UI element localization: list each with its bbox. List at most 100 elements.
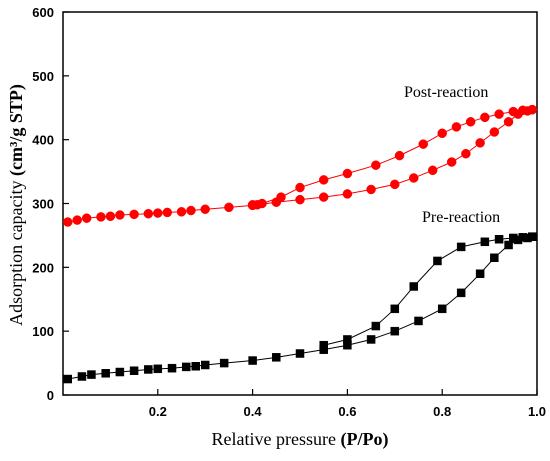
post-reaction-desorption-point — [527, 104, 538, 115]
pre-reaction-adsorption-point — [272, 353, 281, 362]
pre-reaction-desorption-point — [518, 233, 528, 242]
pre-reaction-adsorption-point — [437, 304, 447, 314]
post-reaction-adsorption-point — [366, 184, 376, 195]
pre-reaction-adsorption-point — [366, 335, 376, 344]
post-reaction-adsorption-point — [342, 189, 353, 199]
pre-reaction-desorption-point — [480, 237, 490, 247]
pre-reaction-adsorption-point — [144, 365, 153, 374]
post-reaction-adsorption-point — [409, 173, 419, 183]
post-reaction-adsorption-point — [390, 179, 400, 190]
pre-reaction-annotation: Pre-reaction — [422, 209, 500, 226]
x-axis-label: Relative pressure (P/Po) — [212, 429, 389, 450]
post-reaction-desorption-point — [480, 112, 490, 123]
post-reaction-adsorption-point — [105, 211, 116, 222]
pre-reaction-desorption-point — [343, 335, 352, 344]
x-tick-label: 0.4 — [244, 404, 263, 419]
pre-reaction-adsorption-point — [414, 316, 423, 326]
y-tick-label: 400 — [32, 133, 54, 148]
pre-reaction-adsorption-point — [167, 363, 177, 373]
pre-reaction-desorption-point — [456, 242, 466, 252]
post-reaction-adsorption-point — [318, 192, 329, 202]
x-axis: 0.2 0.4 0.6 0.8 1.0 — [149, 389, 546, 419]
post-reaction-adsorption-point — [115, 210, 125, 220]
pre-reaction-adsorption-point — [181, 362, 191, 372]
post-reaction-annotation: Post-reaction — [404, 84, 488, 101]
y-axis-label: Adsorption capacity (cm³/g STP) — [6, 84, 27, 326]
post-reaction-adsorption-point — [162, 207, 173, 218]
pre-reaction-desorption-point — [509, 233, 518, 243]
post-reaction-desorption-point — [342, 168, 353, 179]
post-reaction-adsorption-point — [81, 213, 92, 223]
post-reaction-adsorption-point — [475, 138, 485, 148]
pre-reaction-adsorption-point — [456, 288, 466, 298]
post-reaction-desorption-point — [451, 122, 462, 132]
x-tick-label: 0.8 — [433, 404, 451, 419]
post-reaction-desorption-line — [252, 109, 533, 206]
post-reaction-adsorption-point — [503, 117, 514, 127]
post-reaction-desorption-point — [437, 128, 447, 139]
post-reaction-adsorption-point — [489, 127, 500, 137]
post-reaction-desorption-point — [494, 109, 504, 119]
pre-reaction-desorption-point — [494, 234, 504, 244]
post-reaction-adsorption-point — [295, 194, 305, 205]
pre-reaction-desorption-point — [528, 232, 537, 241]
pre-reaction-adsorption-point — [200, 360, 210, 370]
pre-reaction-adsorption-point — [191, 362, 200, 371]
post-reaction-desorption-point — [508, 106, 519, 117]
post-reaction-adsorption-point — [143, 208, 154, 219]
pre-reaction-adsorption-point — [219, 358, 229, 368]
post-reaction-desorption-point — [276, 192, 286, 202]
post-reaction-desorption-point — [247, 200, 258, 210]
pre-reaction-adsorption-point — [248, 356, 257, 365]
x-tick-label: 1.0 — [528, 404, 546, 419]
post-reaction-adsorption-point — [153, 208, 163, 218]
y-tick-label: 300 — [32, 197, 54, 212]
pre-reaction-desorption-point — [319, 340, 328, 350]
post-reaction-adsorption-line — [67, 109, 533, 223]
y-tick-label: 200 — [32, 260, 54, 275]
pre-reaction-adsorption-point — [490, 253, 499, 263]
post-reaction-adsorption-point — [186, 205, 196, 216]
pre-reaction-adsorption-point — [115, 367, 125, 377]
pre-reaction-adsorption-point — [101, 369, 110, 378]
post-reaction-adsorption-point — [96, 212, 106, 222]
post-reaction-adsorption-point — [427, 165, 438, 176]
pre-reaction-desorption-line — [323, 236, 533, 346]
post-reaction-adsorption-point — [224, 202, 234, 213]
post-reaction-desorption-point — [371, 160, 381, 170]
y-tick-label: 0 — [47, 388, 54, 403]
post-reaction-adsorption-point — [176, 207, 187, 217]
pre-reaction-adsorption-point — [77, 372, 87, 381]
post-reaction-desorption-point — [318, 175, 329, 185]
post-reaction-desorption-point — [394, 150, 405, 161]
pre-reaction-desorption-point — [409, 282, 419, 291]
y-tick-label: 600 — [32, 5, 54, 20]
post-reaction-desorption-point — [465, 117, 476, 127]
post-reaction-adsorption-point — [72, 215, 82, 225]
y-tick-label: 500 — [32, 69, 54, 84]
y-axis: 0 100 200 300 400 500 600 — [32, 5, 69, 403]
pre-reaction-desorption-point — [390, 304, 400, 314]
post-reaction-adsorption-point — [461, 148, 471, 159]
post-reaction-adsorption-point — [200, 204, 210, 214]
post-reaction-desorption-point — [295, 182, 305, 193]
post-reaction-desorption-point — [257, 198, 267, 209]
pre-reaction-desorption-point — [371, 321, 381, 331]
pre-reaction-adsorption-point — [295, 349, 305, 358]
x-tick-label: 0.6 — [338, 404, 356, 419]
pre-reaction-adsorption-point — [475, 269, 485, 278]
post-reaction-adsorption-point — [62, 217, 73, 227]
pre-reaction-desorption-point — [433, 256, 442, 266]
pre-reaction-adsorption-point — [390, 326, 400, 336]
y-tick-label: 100 — [32, 324, 54, 339]
post-reaction-adsorption-point — [446, 157, 457, 167]
x-tick-label: 0.2 — [149, 404, 167, 419]
post-reaction-desorption-point — [518, 105, 528, 116]
pre-reaction-adsorption-point — [129, 366, 139, 375]
post-reaction-adsorption-point — [129, 209, 139, 220]
pre-reaction-adsorption-point — [504, 240, 513, 250]
series-markers — [62, 104, 538, 384]
pre-reaction-adsorption-point — [87, 370, 96, 379]
